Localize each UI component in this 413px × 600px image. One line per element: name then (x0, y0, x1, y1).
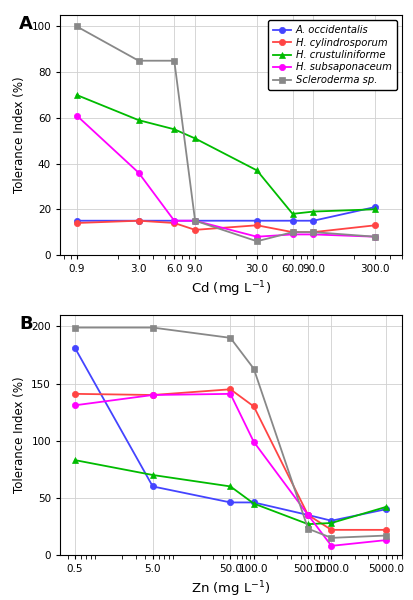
H. crustuliniforme (136, 116, 141, 124)
Scleroderma sp. (254, 238, 259, 245)
A. occidentalis (192, 217, 197, 224)
H. crustuliniforme (310, 208, 315, 215)
H. crustuliniforme (171, 125, 176, 133)
Scleroderma sp. (74, 23, 79, 30)
H. subsaponaceum (254, 233, 259, 241)
H. cylindrosporum (372, 221, 377, 229)
A. occidentalis (171, 217, 176, 224)
Scleroderma sp. (310, 229, 315, 236)
A. occidentalis (290, 217, 294, 224)
X-axis label: Zn (mg L$^{-1}$): Zn (mg L$^{-1}$) (190, 580, 270, 599)
H. crustuliniforme (74, 91, 79, 98)
H. subsaponaceum (171, 217, 176, 224)
Line: A. occidentalis: A. occidentalis (74, 204, 377, 224)
H. subsaponaceum (192, 217, 197, 224)
H. subsaponaceum (136, 169, 141, 176)
Scleroderma sp. (136, 57, 141, 64)
H. crustuliniforme (290, 210, 294, 217)
H. cylindrosporum (171, 220, 176, 227)
Line: H. crustuliniforme: H. crustuliniforme (74, 92, 377, 217)
Line: H. cylindrosporum: H. cylindrosporum (74, 218, 377, 235)
H. cylindrosporum (192, 226, 197, 233)
Scleroderma sp. (171, 57, 176, 64)
H. subsaponaceum (74, 112, 79, 119)
A. occidentalis (74, 217, 79, 224)
Y-axis label: Tolerance Index (%): Tolerance Index (%) (13, 377, 26, 493)
H. crustuliniforme (254, 167, 259, 174)
H. cylindrosporum (310, 229, 315, 236)
Scleroderma sp. (372, 233, 377, 241)
Line: H. subsaponaceum: H. subsaponaceum (74, 112, 377, 240)
Text: B: B (19, 315, 33, 333)
Text: A: A (19, 15, 33, 33)
H. subsaponaceum (290, 231, 294, 238)
H. subsaponaceum (372, 233, 377, 241)
H. cylindrosporum (290, 229, 294, 236)
H. cylindrosporum (74, 220, 79, 227)
Line: Scleroderma sp.: Scleroderma sp. (74, 23, 377, 244)
X-axis label: Cd (mg L$^{-1}$): Cd (mg L$^{-1}$) (190, 280, 270, 299)
Y-axis label: Tolerance Index (%): Tolerance Index (%) (13, 77, 26, 193)
A. occidentalis (310, 217, 315, 224)
Legend: A. occidentalis, H. cylindrosporum, H. crustuliniforme, H. subsaponaceum, Sclero: A. occidentalis, H. cylindrosporum, H. c… (267, 20, 396, 90)
H. crustuliniforme (192, 135, 197, 142)
A. occidentalis (254, 217, 259, 224)
A. occidentalis (372, 203, 377, 211)
Scleroderma sp. (290, 229, 294, 236)
A. occidentalis (136, 217, 141, 224)
Scleroderma sp. (192, 217, 197, 224)
H. crustuliniforme (372, 206, 377, 213)
H. cylindrosporum (136, 217, 141, 224)
H. cylindrosporum (254, 221, 259, 229)
H. subsaponaceum (310, 231, 315, 238)
